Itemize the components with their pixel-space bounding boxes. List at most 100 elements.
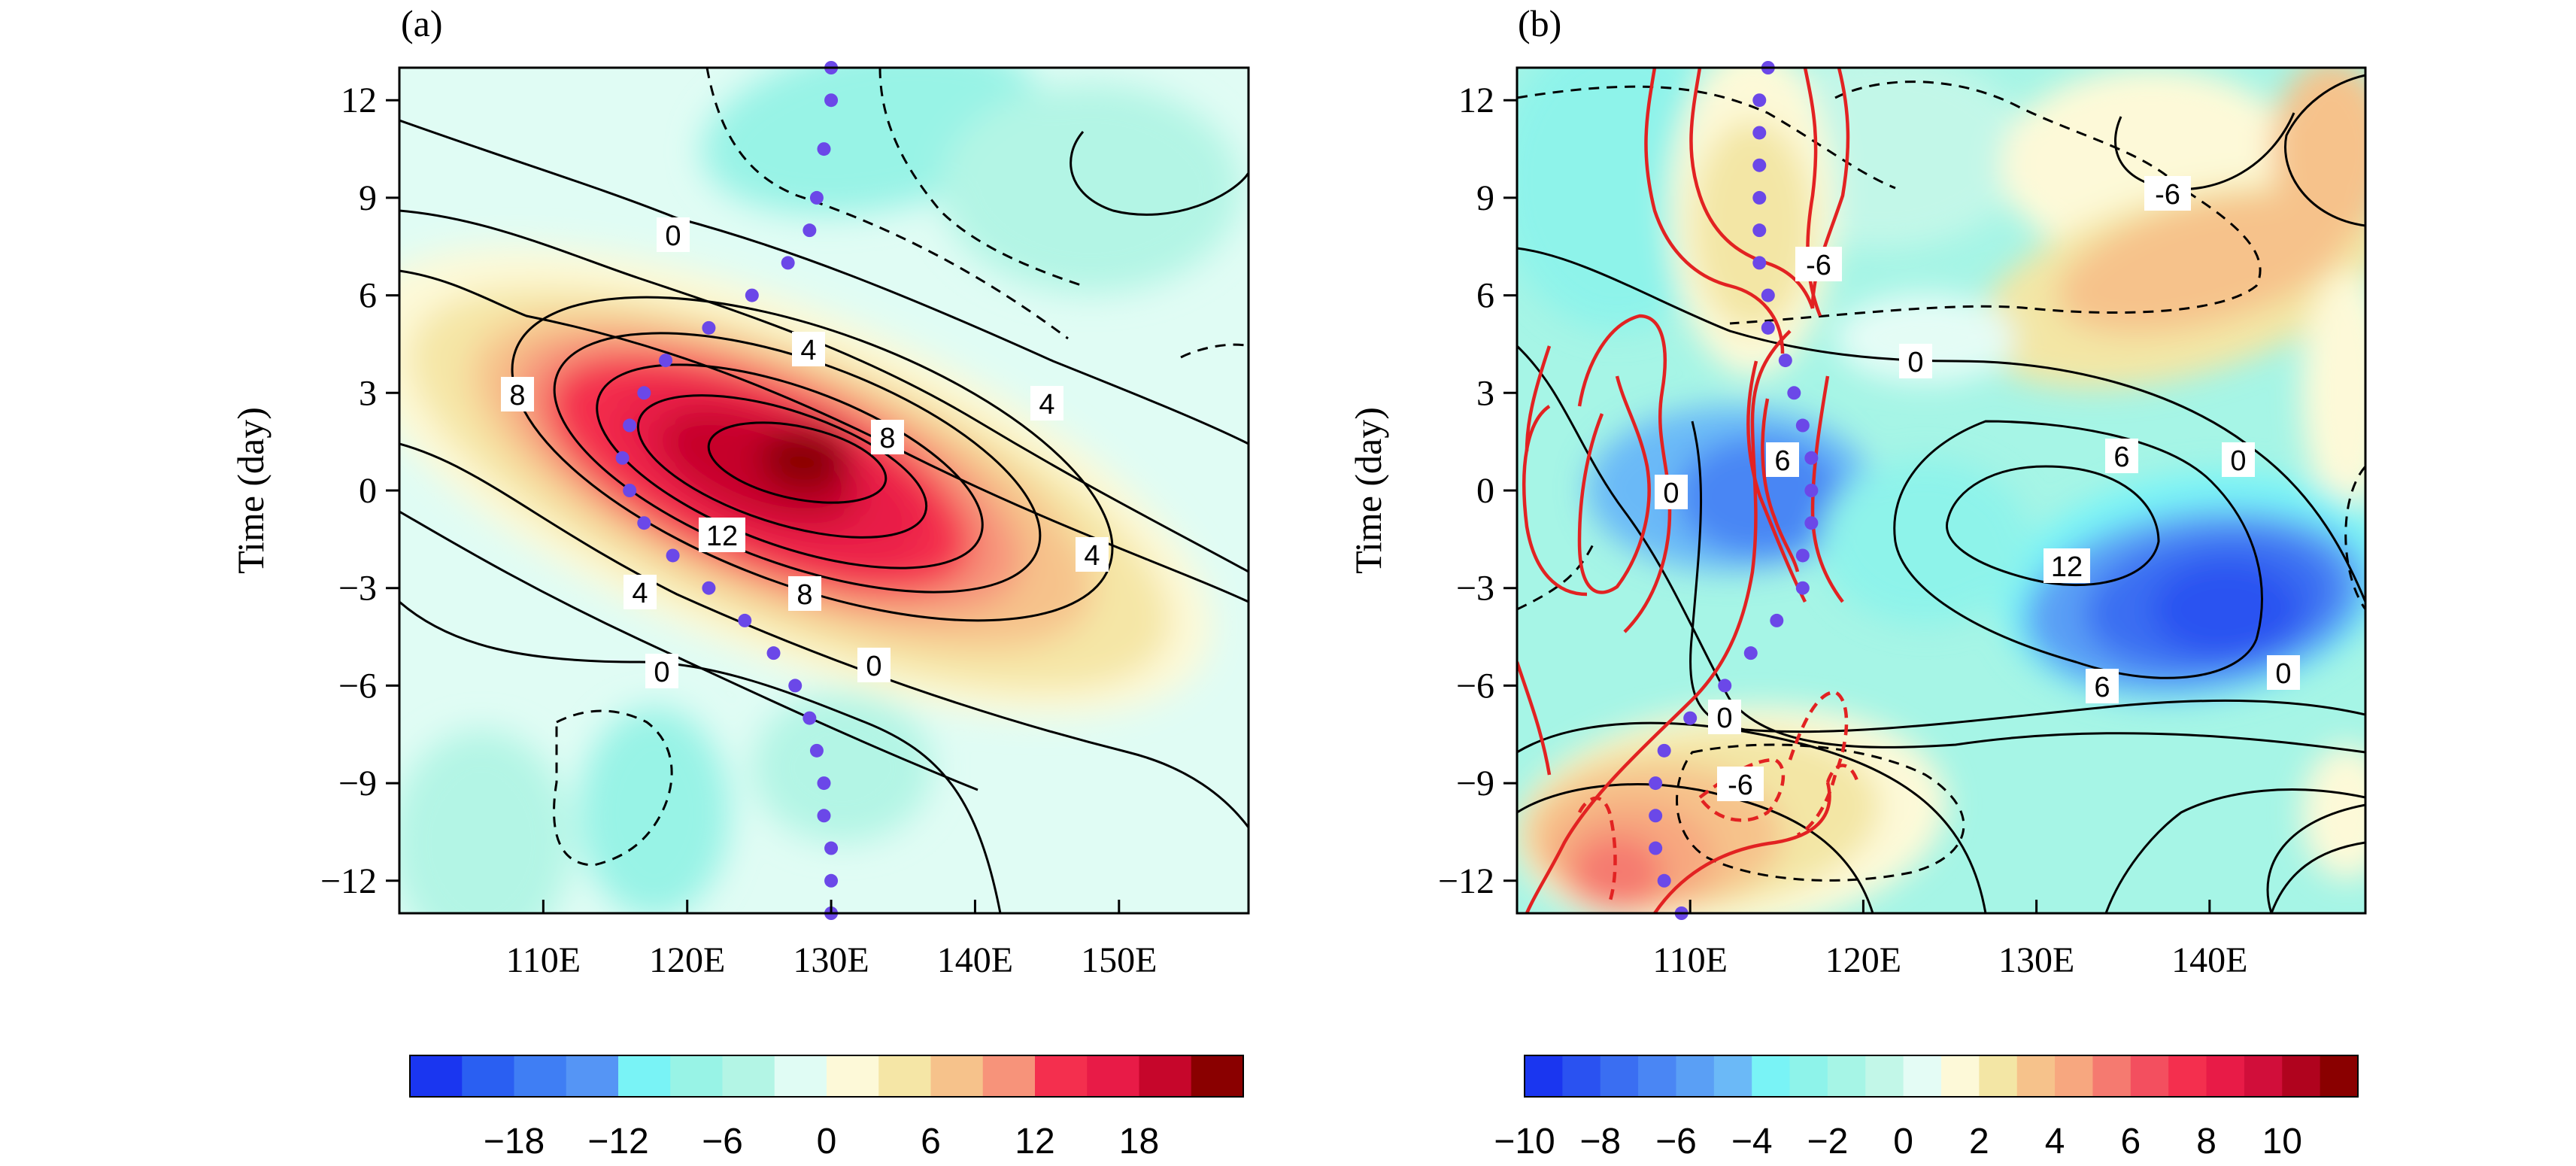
colorbar-swatch <box>1979 1055 2018 1097</box>
contour-label-box <box>645 654 678 688</box>
track-dot <box>824 873 839 888</box>
contour-label: -6 <box>1728 770 1753 801</box>
contour-label: 0 <box>1907 347 1923 378</box>
colorbar-tick-label: 0 <box>1893 1122 1913 1161</box>
x-tick-label: 110E <box>1652 940 1728 980</box>
colorbar-swatch <box>722 1055 775 1097</box>
panel-b-axes: 110E 120E 130E 140E 12 9 6 3 0 −3 −6 −9 −12 <box>1438 80 2248 980</box>
track-dot <box>738 613 752 627</box>
panel-b-contour-labels: -6 -6 0 6 0 0 6 12 6 0 0 -6 <box>1655 176 2300 801</box>
panel-b-contours <box>1517 74 2365 913</box>
track-dot <box>1752 126 1767 140</box>
track-dot <box>615 451 630 465</box>
x-tick-label: 140E <box>2171 940 2247 980</box>
colorbar-swatch <box>2206 1055 2245 1097</box>
y-tick-label: 6 <box>1476 276 1494 316</box>
colorbar-tick-label: 8 <box>2196 1122 2216 1161</box>
contour-label-box <box>1655 475 1688 509</box>
track-dot <box>824 841 839 855</box>
colorbar-swatch <box>1638 1055 1677 1097</box>
colorbar-swatch <box>410 1055 463 1097</box>
contour-label-box <box>1899 344 1932 378</box>
colorbar-swatch <box>827 1055 879 1097</box>
track-dot <box>1752 93 1767 108</box>
colorbar-tick-label: −10 <box>1494 1122 1555 1161</box>
y-tick-label: −3 <box>1456 569 1494 609</box>
colorbar-swatch <box>982 1055 1036 1097</box>
colorbar-swatch <box>1865 1055 1904 1097</box>
colorbar-tick-label: −18 <box>484 1122 545 1161</box>
track-dot <box>623 418 637 433</box>
panel-a: (a) <box>229 2 1250 1161</box>
track-dot <box>766 646 781 660</box>
track-dot <box>809 743 824 758</box>
colorbar-swatch <box>1562 1055 1601 1097</box>
y-tick-label: 6 <box>359 276 377 316</box>
contour-label-box <box>2144 176 2191 211</box>
colorbar-tick-label: 10 <box>2262 1122 2302 1161</box>
colorbar-swatch <box>2244 1055 2283 1097</box>
contour-label-box <box>2105 439 2138 473</box>
y-tick-label: −9 <box>1456 764 1494 803</box>
track-dot <box>637 516 651 530</box>
colorbar-swatch <box>2320 1055 2359 1097</box>
contour-label: 6 <box>1774 445 1790 477</box>
y-tick-label: 0 <box>1476 471 1494 511</box>
track-dot <box>817 142 831 156</box>
colorbar-tick-label: −4 <box>1731 1122 1773 1161</box>
contour-label: 0 <box>2230 445 2246 477</box>
x-tick-label: 130E <box>1998 940 2074 980</box>
track-dot <box>1804 516 1819 530</box>
y-tick-label: 9 <box>359 178 377 218</box>
panel-a-shading <box>399 68 1249 913</box>
contour-label: 6 <box>2094 672 2110 703</box>
track-dot <box>1752 158 1767 172</box>
contour-label-box <box>2222 442 2255 477</box>
track-dot <box>1718 679 1732 693</box>
track-dot <box>702 581 716 595</box>
colorbar-swatch <box>2055 1055 2094 1097</box>
contour-label: 4 <box>800 335 816 366</box>
contour-label: 0 <box>1663 478 1679 509</box>
x-tick-label: 120E <box>649 940 725 980</box>
track-dot <box>1795 418 1810 433</box>
colorbar-swatch <box>566 1055 619 1097</box>
colorbar-tick-label: −8 <box>1579 1122 1621 1161</box>
track-dot <box>788 679 803 693</box>
colorbar-swatch <box>1752 1055 1791 1097</box>
x-tick-label: 150E <box>1081 940 1157 980</box>
y-tick-label: −6 <box>338 666 377 706</box>
panel-b-red-contours <box>1517 68 1860 913</box>
track-dot <box>1787 386 1801 400</box>
y-tick-label: 3 <box>1476 373 1494 413</box>
track-dot <box>1743 646 1758 660</box>
y-tick-label: −12 <box>320 861 377 901</box>
track-dot <box>666 548 680 563</box>
y-tick-label: 12 <box>1458 80 1494 120</box>
track-dot <box>659 354 673 368</box>
panel-b-blue-dots <box>1649 61 1819 920</box>
panel-b-shading <box>1517 68 2365 913</box>
colorbar-swatch <box>2092 1055 2131 1097</box>
track-dot <box>1752 223 1767 238</box>
colorbar-tick-label: 0 <box>817 1122 837 1161</box>
colorbar-tick-label: 6 <box>921 1122 941 1161</box>
colorbar-tick-label: −6 <box>702 1122 743 1161</box>
track-dot <box>1804 451 1819 465</box>
contour-label-box <box>1708 700 1741 734</box>
colorbar-swatch <box>774 1055 827 1097</box>
colorbar-tick-label: 12 <box>1015 1122 1054 1161</box>
panel-a-ylabel: Time (day) <box>229 407 272 574</box>
contour-label: 12 <box>706 521 738 552</box>
x-tick-label: 140E <box>937 940 1013 980</box>
colorbar-tick-label: 18 <box>1119 1122 1159 1161</box>
track-dot <box>623 484 637 497</box>
contour-label-box <box>871 420 904 454</box>
contour-label-box <box>788 576 821 611</box>
contour-label-box <box>792 332 825 366</box>
contour-label-box <box>2044 548 2090 583</box>
y-tick-label: 0 <box>359 471 377 511</box>
contour-label-box <box>857 648 891 682</box>
track-dot <box>817 776 831 791</box>
